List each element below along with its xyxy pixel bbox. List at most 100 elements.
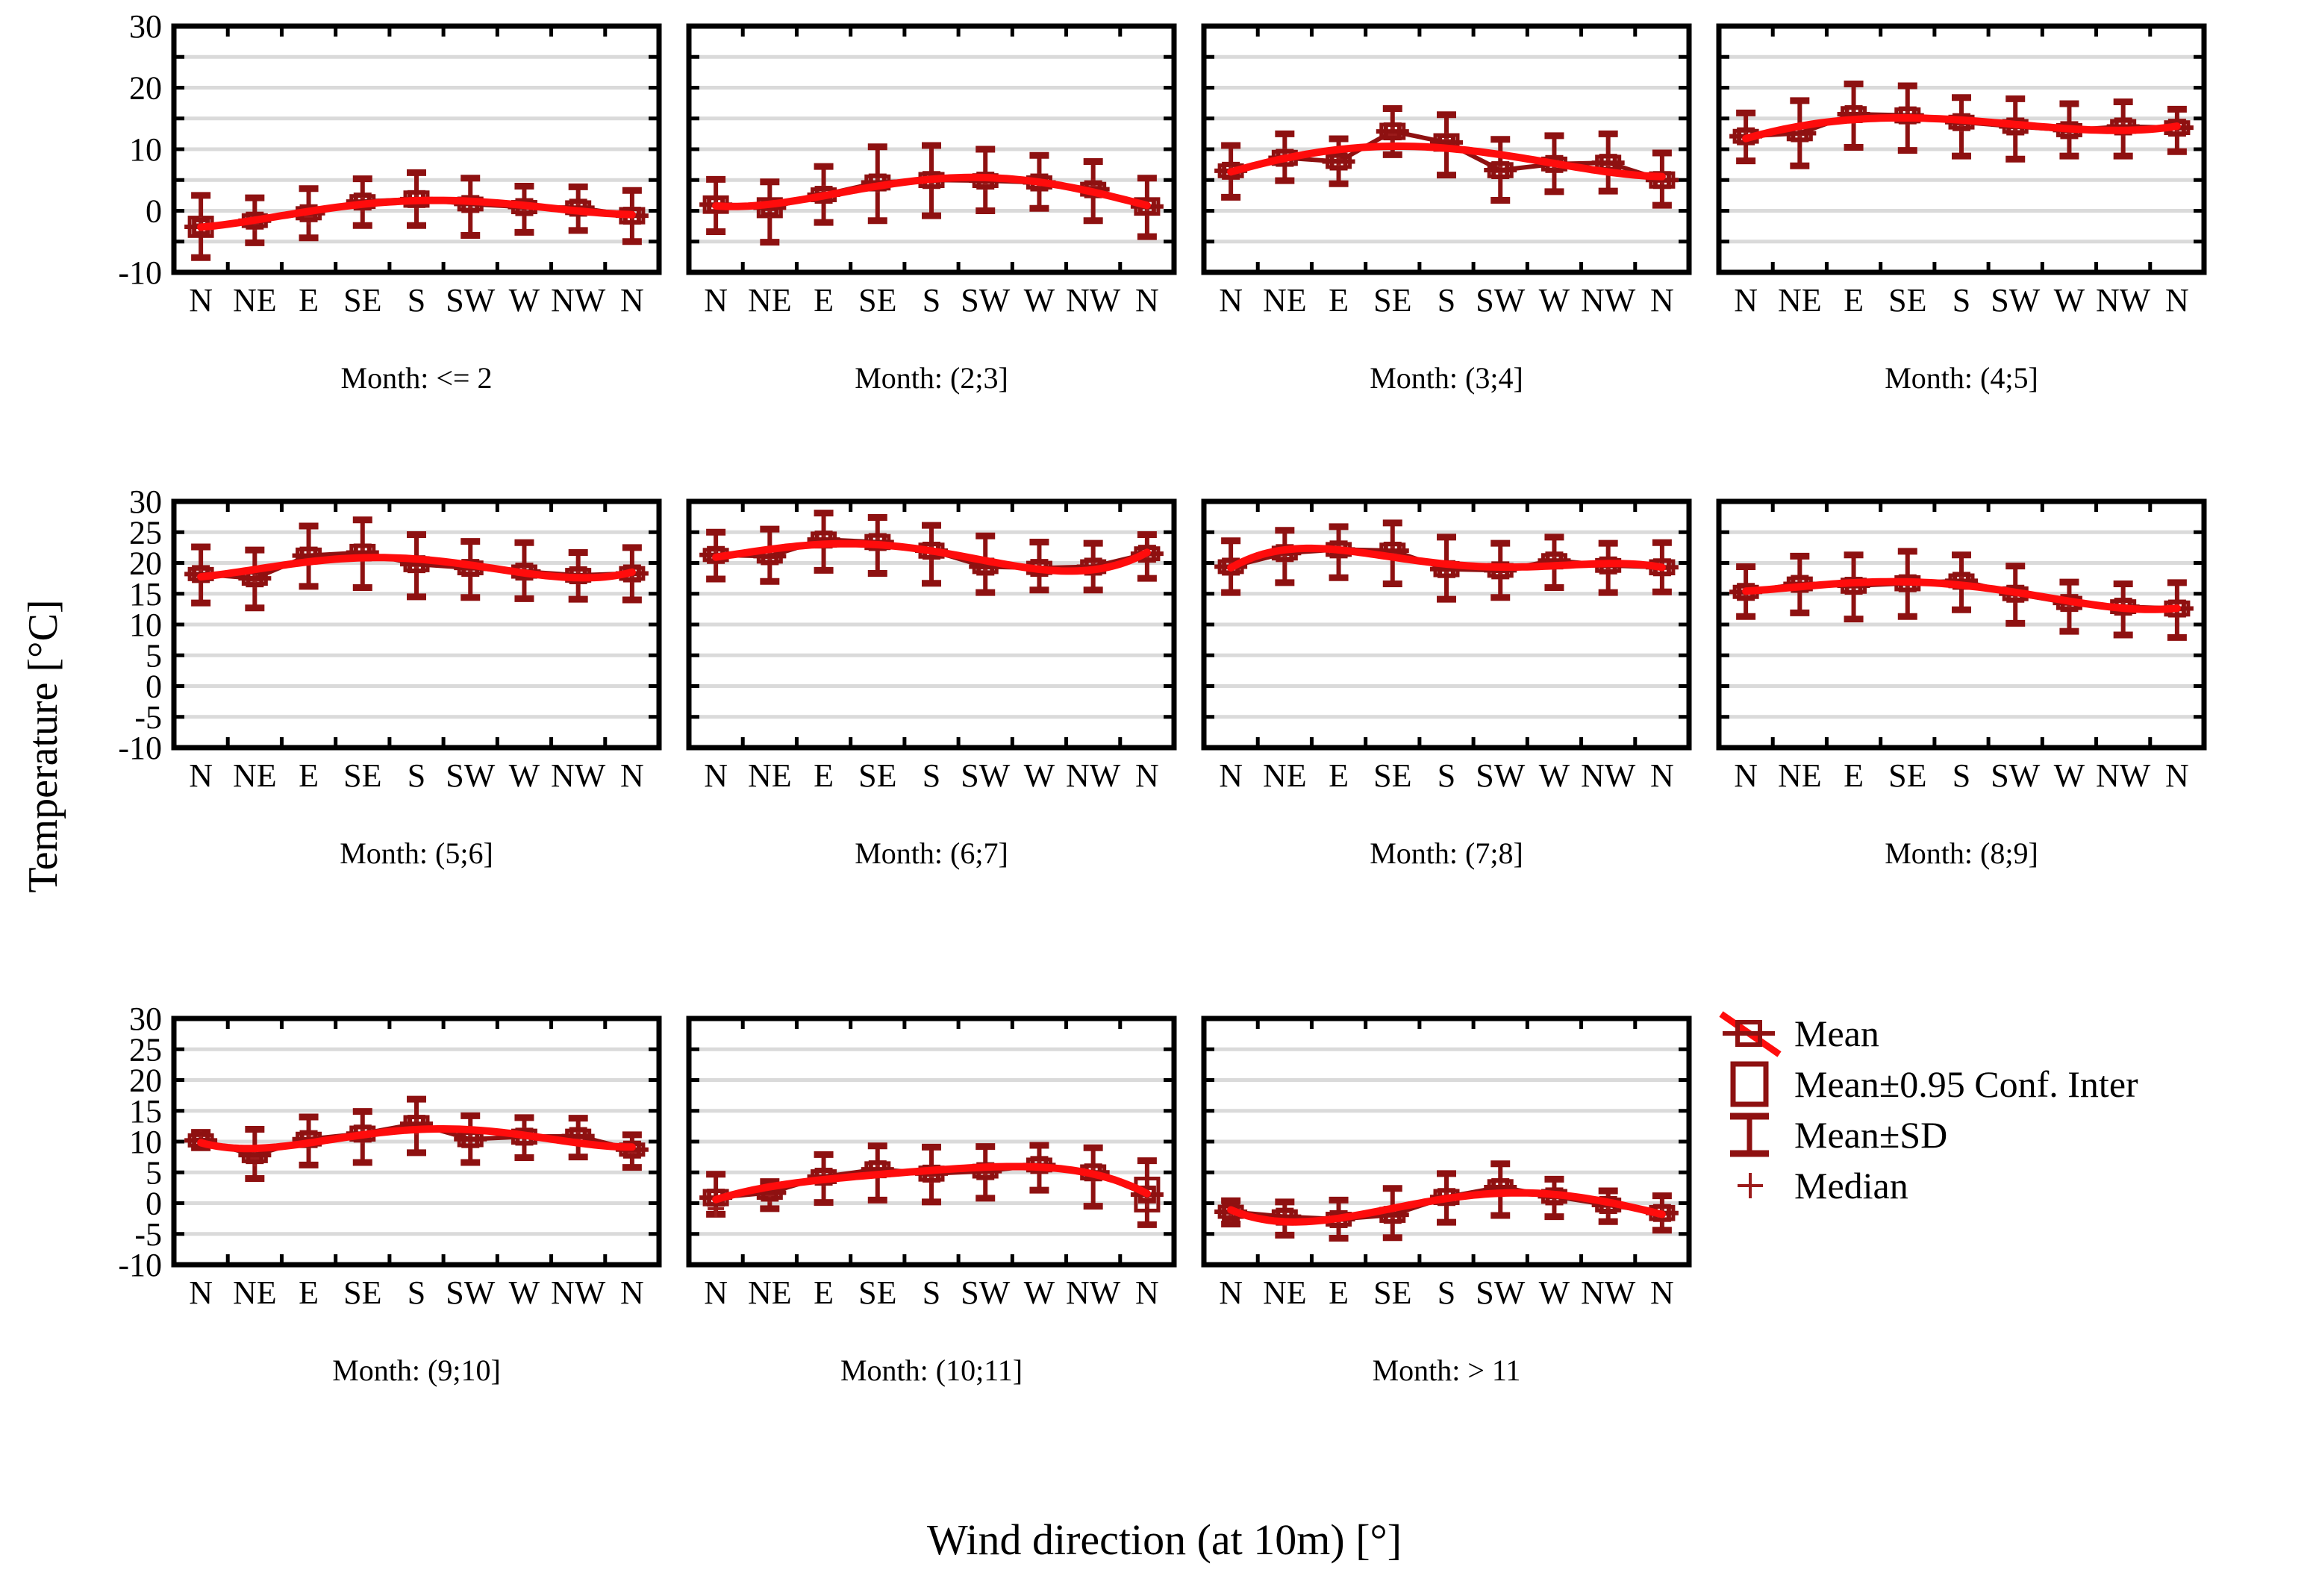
y-tick-label: 15 <box>129 1093 162 1130</box>
x-tick-label: N <box>620 282 644 319</box>
x-tick-label: E <box>1844 282 1864 319</box>
fit-line <box>712 1162 1151 1204</box>
x-tick-label: N <box>1135 757 1159 794</box>
x-tick-label: SW <box>446 282 495 319</box>
x-tick-label: W <box>1024 282 1055 319</box>
legend-item-sd: Mean±SD <box>1717 1110 1947 1160</box>
data-point-NW <box>1591 539 1625 596</box>
mean-square-with-line-icon <box>1719 1011 1782 1057</box>
x-tick-label: N <box>1219 1274 1243 1311</box>
x-tick-label: N <box>1734 282 1758 319</box>
x-tick-label: N <box>620 1274 644 1311</box>
fit-line <box>1742 114 2181 143</box>
plot-area: N NE E SE S SW W NW N <box>1201 1016 1692 1311</box>
fit-line <box>1742 578 2181 613</box>
x-tick-label: S <box>1953 282 1970 319</box>
x-tick-label: SE <box>1888 757 1926 794</box>
x-tick-label: SE <box>1888 282 1926 319</box>
y-tick-label: -10 <box>118 1247 162 1283</box>
x-tick-label: SW <box>1476 282 1525 319</box>
x-tick-label: NE <box>1263 757 1307 794</box>
x-tick-label: NW <box>1066 757 1121 794</box>
y-tick-label: 5 <box>146 637 162 674</box>
x-tick-label: NE <box>233 757 277 794</box>
x-tick-label: W <box>509 1274 540 1311</box>
x-tick-label: S <box>1953 757 1970 794</box>
data-point-SW <box>454 175 487 239</box>
y-tick-label: 20 <box>129 545 162 582</box>
data-point-NE <box>753 525 787 585</box>
x-tick-label: SE <box>343 282 381 319</box>
sd-whisker-icon <box>1730 1112 1769 1157</box>
y-tick-label: 0 <box>146 193 162 230</box>
x-tick-label: W <box>1539 282 1570 319</box>
data-point-NE <box>1268 527 1302 586</box>
fit-line <box>1227 1189 1666 1226</box>
fit-line <box>197 196 636 231</box>
y-tick-label: 10 <box>129 131 162 168</box>
y-tick-label: 5 <box>146 1154 162 1191</box>
x-tick-label: N <box>1219 282 1243 319</box>
y-tick-label: 0 <box>146 1186 162 1222</box>
data-point-SW <box>969 1143 1002 1202</box>
x-tick-label: SW <box>961 1274 1010 1311</box>
x-tick-label: NW <box>551 1274 606 1311</box>
x-tick-label: S <box>1438 757 1455 794</box>
panel-title: Month: (4;5] <box>1885 361 2038 395</box>
panel-month-gt-11: N NE E SE S SW W NW N <box>1201 1016 1692 1311</box>
mean-marker <box>1383 122 1402 141</box>
x-tick-label: SW <box>961 757 1010 794</box>
fit-line <box>197 1125 636 1153</box>
data-point-N <box>1645 1192 1679 1234</box>
legend-label-median: Median <box>1794 1165 1908 1207</box>
y-tick-label: -5 <box>134 1216 162 1253</box>
y-tick-label: 10 <box>129 1124 162 1160</box>
data-point-NE <box>238 546 272 612</box>
x-tick-label: W <box>2054 757 2085 794</box>
plot-area: N NE E SE S SW W NW N <box>1716 498 2207 794</box>
y-tick-label: 25 <box>129 514 162 551</box>
x-tick-label: E <box>1329 1274 1349 1311</box>
y-axis-title: Temperature [°C] <box>20 599 66 893</box>
x-tick-label: W <box>1539 757 1570 794</box>
data-point-S <box>1945 94 1978 160</box>
x-tick-label: NE <box>1778 282 1822 319</box>
x-tick-label: N <box>704 757 728 794</box>
x-tick-label: S <box>923 282 940 319</box>
panel-month-le-2: N NE E SE S SW W NW N 30 20 10 0 -10 <box>118 8 662 319</box>
fit-line <box>1227 142 1666 181</box>
x-tick-label: SE <box>1373 757 1411 794</box>
x-tick-label: S <box>923 1274 940 1311</box>
plot-area: N NE E SE S SW W NW N <box>686 498 1177 794</box>
x-tick-label: E <box>814 282 834 319</box>
x-tick-label: NW <box>2096 757 2151 794</box>
x-tick-label: S <box>408 282 425 319</box>
panel-title: Month: (9;10] <box>332 1354 501 1387</box>
x-tick-label: E <box>814 757 834 794</box>
legend-item-median: Median <box>1717 1161 1908 1210</box>
plot-area: N NE E SE S SW W NW N <box>1201 498 1692 794</box>
x-tick-label: NW <box>2096 282 2151 319</box>
data-point-SE <box>346 516 379 591</box>
panel-title: Month: <= 2 <box>340 361 493 395</box>
x-tick-label: S <box>408 757 425 794</box>
legend-label-mean: Mean <box>1794 1013 1879 1054</box>
x-tick-label: E <box>299 757 319 794</box>
fit-line <box>712 173 1151 210</box>
plot-area: N NE E SE S SW W NW N <box>686 1016 1177 1311</box>
data-point-NE <box>1783 97 1817 169</box>
panel-title: Month: (6;7] <box>855 836 1008 870</box>
legend-item-conf-interval: Mean±0.95 Conf. Inter <box>1717 1060 2138 1109</box>
x-tick-label: SW <box>1991 757 2040 794</box>
x-tick-label: NW <box>1581 1274 1636 1311</box>
data-point-NW <box>561 1115 595 1161</box>
x-tick-label: E <box>299 282 319 319</box>
x-tick-label: W <box>1024 757 1055 794</box>
x-tick-label: N <box>2165 757 2189 794</box>
x-tick-label: NE <box>748 1274 792 1311</box>
x-tick-label: NW <box>1581 757 1636 794</box>
x-tick-label: NE <box>233 1274 277 1311</box>
plot-area: N NE E SE S SW W NW N <box>1716 23 2207 319</box>
